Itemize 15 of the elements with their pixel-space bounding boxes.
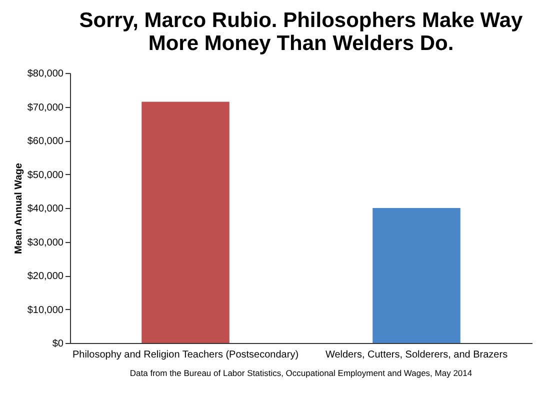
text: Data from the Bureau of Labor Statistics, Occupational Employment and Wages, May 2014: [130, 368, 472, 378]
y-tick-label: $60,000: [27, 136, 64, 147]
y-tick-label: $20,000: [27, 271, 64, 282]
x-tick-label: Philosophy and Religion Teachers (Postsecondary): [72, 350, 299, 360]
x-tick-label: Welders, Cutters, Solderers, and Brazers: [325, 350, 508, 360]
y-axis-title: Mean Annual Wage: [13, 162, 24, 254]
y-tick-label: $80,000: [27, 68, 64, 80]
y-tick-label: $50,000: [27, 170, 64, 181]
y-tick-label: $70,000: [27, 102, 64, 114]
y-tick-label: $0: [52, 338, 64, 350]
text: Sorry, Marco Rubio. Philosophers Make Way: [79, 9, 523, 32]
text: More Money Than Welders Do.: [148, 32, 454, 55]
y-tick-label: $30,000: [27, 237, 64, 248]
y-tick-label: $10,000: [27, 304, 64, 316]
y-tick-label: $40,000: [27, 204, 64, 214]
